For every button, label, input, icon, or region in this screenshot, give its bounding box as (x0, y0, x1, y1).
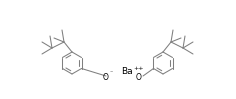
Text: Ba: Ba (121, 68, 133, 77)
Text: ⁻: ⁻ (110, 71, 113, 77)
Text: O: O (136, 72, 142, 81)
Text: O: O (103, 72, 109, 81)
Text: ++: ++ (133, 67, 143, 71)
